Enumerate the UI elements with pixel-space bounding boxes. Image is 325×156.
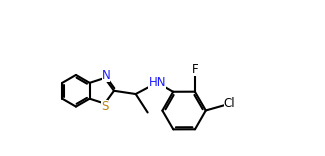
Text: HN: HN — [149, 76, 166, 90]
Text: S: S — [101, 100, 108, 113]
Text: N: N — [102, 69, 110, 82]
Text: Cl: Cl — [224, 97, 235, 110]
Text: F: F — [191, 63, 198, 76]
